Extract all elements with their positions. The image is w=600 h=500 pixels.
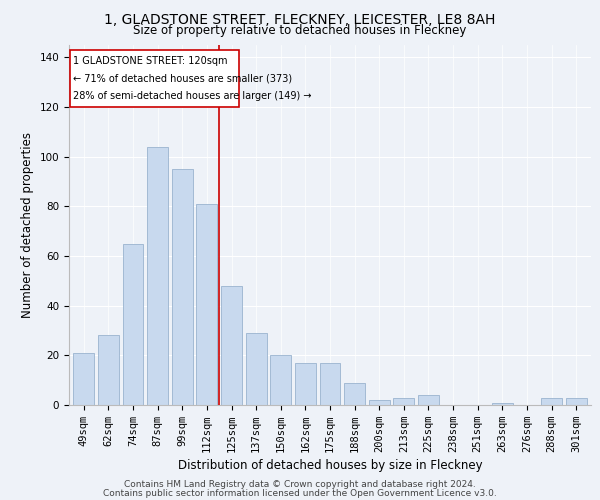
Bar <box>245 333 266 405</box>
Text: ← 71% of detached houses are smaller (373): ← 71% of detached houses are smaller (37… <box>73 74 292 84</box>
Text: Contains HM Land Registry data © Crown copyright and database right 2024.: Contains HM Land Registry data © Crown c… <box>124 480 476 489</box>
X-axis label: Distribution of detached houses by size in Fleckney: Distribution of detached houses by size … <box>178 459 482 472</box>
Bar <box>344 382 365 405</box>
Bar <box>541 398 562 405</box>
Text: Contains public sector information licensed under the Open Government Licence v3: Contains public sector information licen… <box>103 488 497 498</box>
Bar <box>369 400 390 405</box>
Bar <box>98 336 119 405</box>
Bar <box>492 402 513 405</box>
Bar <box>418 395 439 405</box>
Bar <box>295 363 316 405</box>
Bar <box>172 169 193 405</box>
Bar <box>73 353 94 405</box>
Text: 28% of semi-detached houses are larger (149) →: 28% of semi-detached houses are larger (… <box>73 91 311 101</box>
Bar <box>221 286 242 405</box>
Text: Size of property relative to detached houses in Fleckney: Size of property relative to detached ho… <box>133 24 467 37</box>
Bar <box>196 204 217 405</box>
Text: 1, GLADSTONE STREET, FLECKNEY, LEICESTER, LE8 8AH: 1, GLADSTONE STREET, FLECKNEY, LEICESTER… <box>104 12 496 26</box>
Bar <box>270 356 291 405</box>
Bar <box>566 398 587 405</box>
Bar <box>122 244 143 405</box>
FancyBboxPatch shape <box>70 50 239 107</box>
Bar <box>394 398 415 405</box>
Bar <box>147 147 168 405</box>
Y-axis label: Number of detached properties: Number of detached properties <box>21 132 34 318</box>
Bar <box>320 363 340 405</box>
Text: 1 GLADSTONE STREET: 120sqm: 1 GLADSTONE STREET: 120sqm <box>73 56 227 66</box>
